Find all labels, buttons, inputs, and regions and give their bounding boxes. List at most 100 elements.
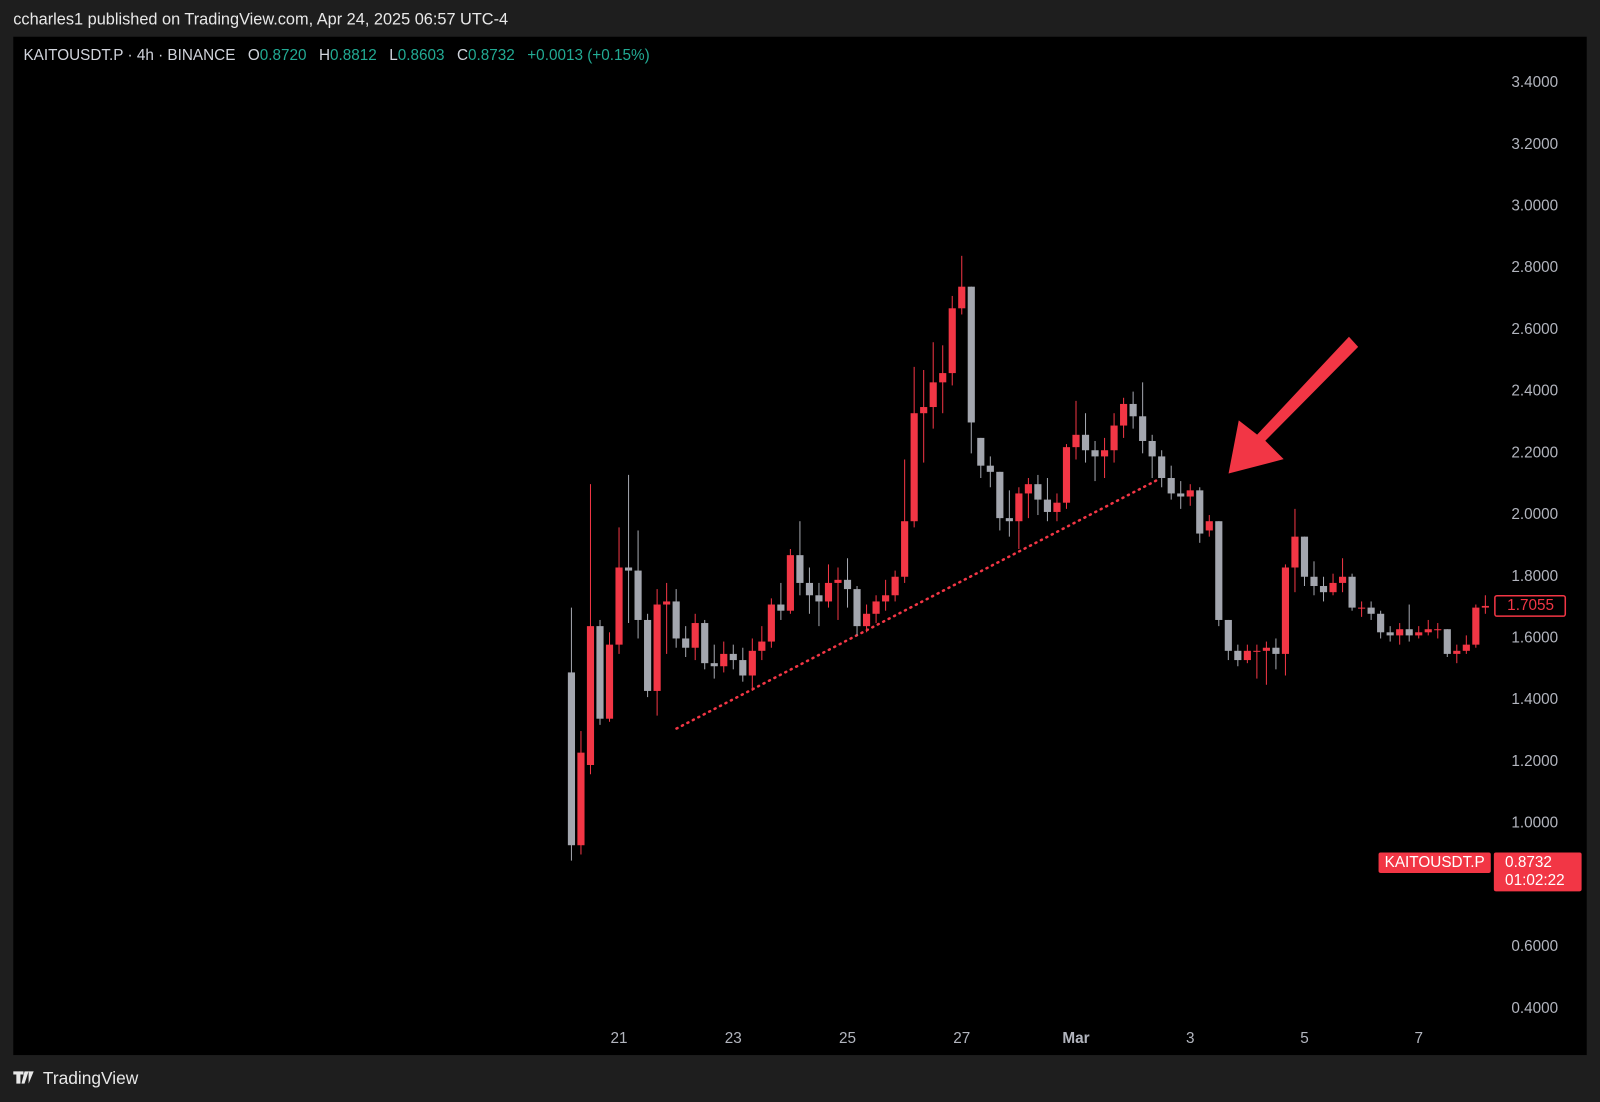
candle-body [577,752,585,846]
x-tick-label: 27 [953,1030,970,1047]
candle-body [824,582,833,602]
candle-body [1272,647,1280,654]
candle-body [1081,434,1090,451]
candle-body [920,407,928,414]
candle-body [596,626,604,719]
arrow [1228,336,1359,474]
candle-body [1186,490,1194,497]
candle-body [729,653,737,661]
candle-body [1281,567,1290,654]
y-tick-label: 3.2000 [1511,136,1558,153]
symbol-header: KAITOUSDT.P · 4h · BINANCE O0.8720 H0.88… [23,47,649,64]
candle-body [1053,502,1061,512]
candle-body [891,576,899,596]
brand: TradingView [13,1068,139,1088]
candle-body [805,582,814,596]
candle-body [786,555,794,611]
candle-body [663,601,671,605]
candle-body [1205,521,1213,531]
candle-body [634,570,642,620]
candle-body [1005,518,1013,522]
candle-body [672,601,680,639]
candle-body [1120,403,1128,426]
y-tick-label: 0.6000 [1511,938,1558,955]
publisher-line: ccharles1 published on TradingView.com, … [13,11,508,29]
y-tick-label: 0.4000 [1511,1000,1558,1017]
last-price-label: 1.7055 [1507,597,1554,614]
x-tick-label: 25 [839,1030,856,1047]
y-tick-label: 2.0000 [1511,506,1558,523]
candle-body [1453,650,1461,654]
candle-body [682,638,690,648]
candle-body [1386,632,1394,636]
candle-body [996,471,1004,519]
trend-line [675,478,1160,730]
y-tick-label: 1.8000 [1511,568,1558,585]
candle-body [1262,647,1270,651]
symbol: KAITOUSDT.P · 4h · BINANCE [23,47,235,64]
candle-body [767,604,775,642]
candle-body [748,650,756,676]
candle-body [1300,536,1309,577]
candle-body [1024,484,1032,494]
candle-body [720,653,728,667]
candle-body [1139,416,1147,441]
candle-body [1405,629,1413,636]
y-tick-label: 2.4000 [1511,383,1558,400]
candle-body [1243,650,1251,661]
countdown: 01:02:22 [1505,872,1565,889]
brand-logo [13,1071,34,1084]
x-tick-label: Mar [1062,1030,1089,1047]
candle-body [853,589,861,627]
y-tick-label: 1.4000 [1511,691,1558,708]
candle-body [1338,576,1347,583]
l-value: 0.8603 [398,47,445,64]
candle-body [653,604,661,691]
last-price-box [1494,594,1567,617]
x-tick-label: 3 [1186,1030,1195,1047]
candle-body [1396,629,1404,636]
candle-body [739,660,747,676]
o-value: 0.8720 [260,47,307,64]
candle-body [1100,450,1109,457]
candle-body [1253,650,1261,652]
candle-body [1348,576,1356,608]
candle-body [1196,490,1204,534]
candle-body [644,619,652,691]
candle-body [1034,484,1042,500]
candle-body [1215,521,1223,620]
l-key: L [389,47,398,64]
h-value: 0.8812 [330,47,377,64]
y-tick-label: 3.4000 [1511,74,1558,91]
candle-body [796,555,804,583]
x-tick-label: 23 [725,1030,742,1047]
candle-body [1110,425,1118,451]
candle-body [872,601,880,614]
candle-body [567,672,576,846]
y-tick-label: 1.6000 [1511,630,1558,647]
candle-body [1415,632,1423,636]
h-key: H [319,47,330,64]
candle-body [1224,619,1232,651]
candle-body [615,567,623,645]
candle-body [1481,605,1489,608]
candle-body [1377,613,1385,633]
o-key: O [248,47,260,64]
candle-body [1329,582,1337,593]
y-tick-label: 2.2000 [1511,444,1558,461]
candle-body [967,286,975,423]
candle-body [1158,456,1166,479]
x-tick-label: 7 [1414,1030,1423,1047]
current-price-value: 0.8732 [1505,854,1552,871]
brand-name: TradingView [43,1068,139,1088]
y-tick-label: 2.6000 [1511,321,1558,338]
current-price-name: KAITOUSDT.P [1385,854,1485,871]
candle-body [834,579,842,583]
candle-body [1358,607,1366,609]
candle-body [939,373,947,383]
candle-body [1472,607,1480,645]
candle-body [1462,644,1470,651]
x-tick-label: 21 [611,1030,628,1047]
